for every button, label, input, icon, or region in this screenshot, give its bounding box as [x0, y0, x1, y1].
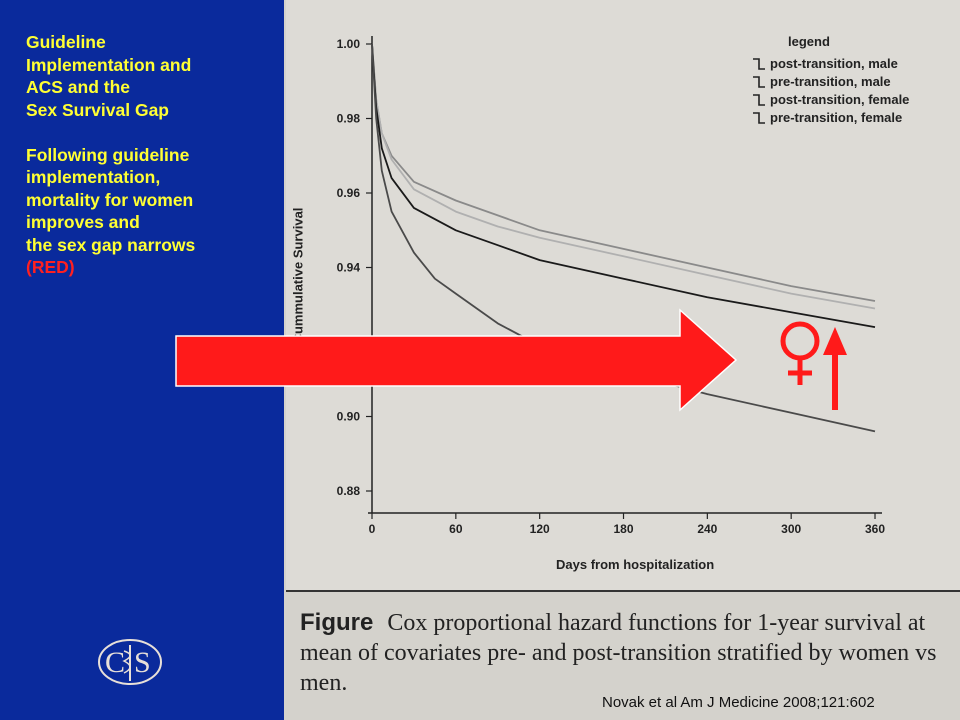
x-tick-label: 300	[781, 522, 801, 536]
caption-text: Cox proportional hazard functions for 1-…	[300, 610, 937, 696]
title-line: Guideline	[26, 32, 106, 52]
title-line: Sex Survival Gap	[26, 99, 169, 120]
caption-label: Figure	[300, 609, 374, 636]
legend-label: post-transition, male	[770, 56, 898, 71]
y-tick-label: 0.96	[337, 186, 361, 200]
svg-text:C: C	[105, 646, 125, 679]
body-line: implementation,	[26, 167, 161, 187]
citation: Novak et al Am J Medicine 2008;121:602	[602, 694, 875, 711]
y-tick-label: 0.90	[337, 410, 361, 424]
legend-item: post-transition, female	[752, 92, 909, 110]
figure-caption: Figure Cox proportional hazard functions …	[300, 608, 950, 698]
legend-step-icon	[753, 58, 765, 70]
legend-step-icon	[753, 76, 765, 88]
sidebar-text: Guideline Implementation and ACS and the…	[26, 31, 276, 279]
y-tick-label: 0.94	[337, 261, 361, 275]
legend-label: pre-transition, female	[770, 110, 903, 125]
x-tick-label: 0	[369, 522, 376, 536]
body-line: improves and	[26, 212, 140, 232]
y-tick-label: 0.92	[337, 335, 361, 349]
legend-item: post-transition, male	[752, 56, 898, 74]
legend-step-icon	[753, 94, 765, 106]
body-line: the sex gap narrows	[26, 234, 196, 255]
series-line	[371, 43, 876, 310]
title-line: Implementation and	[26, 54, 192, 75]
y-axis-label: Cummulative Survival	[290, 207, 306, 344]
highlight-text: (RED)	[26, 257, 75, 277]
y-tick-label: 1.00	[337, 37, 361, 51]
body-line: Following guideline	[26, 144, 190, 165]
x-axis-label: Days from hospitalization	[556, 557, 715, 572]
x-tick-label: 240	[697, 522, 717, 536]
x-tick-label: 60	[449, 522, 463, 536]
y-tick-label: 0.88	[337, 484, 361, 498]
legend-label: post-transition, female	[770, 92, 910, 107]
caduceus-logo-icon: C S	[98, 639, 162, 685]
legend-item: pre-transition, male	[752, 74, 891, 92]
series-line	[371, 43, 876, 328]
legend-step-icon	[753, 112, 765, 124]
body-line: mortality for women	[26, 189, 194, 210]
x-tick-label: 360	[865, 522, 885, 536]
svg-text:S: S	[134, 646, 151, 679]
title-line: ACS and the	[26, 77, 131, 97]
legend-title: legend	[788, 34, 830, 49]
legend-label: pre-transition, male	[770, 74, 891, 89]
x-tick-label: 120	[530, 522, 550, 536]
y-tick-label: 0.98	[337, 112, 361, 126]
legend-item: pre-transition, female	[752, 110, 902, 128]
x-tick-label: 180	[613, 522, 633, 536]
